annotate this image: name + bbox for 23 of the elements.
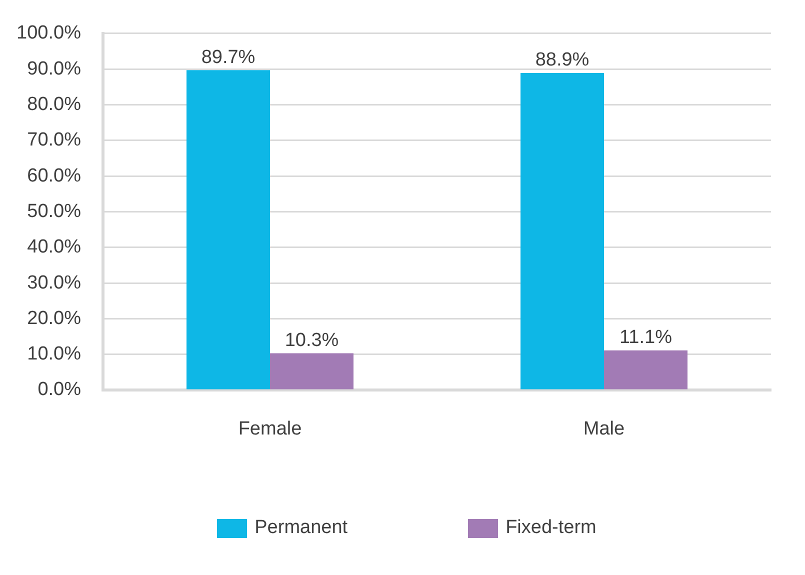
y-tick-label: 50.0% xyxy=(27,200,82,222)
legend-label: Permanent xyxy=(254,517,348,538)
bar xyxy=(270,353,354,390)
y-tick-label: 70.0% xyxy=(27,130,82,151)
y-tick-label: 90.0% xyxy=(27,58,82,80)
y-tick-label: 10.0% xyxy=(27,344,82,365)
y-tick-label: 0.0% xyxy=(38,379,82,400)
y-tick-label: 20.0% xyxy=(27,308,82,329)
y-tick-label: 60.0% xyxy=(27,165,82,186)
data-label: 89.7% xyxy=(201,46,256,68)
y-tick-label: 40.0% xyxy=(27,236,82,258)
legend-label: Fixed-term xyxy=(506,517,596,538)
bar xyxy=(604,350,688,390)
data-label: 11.1% xyxy=(620,327,672,348)
bar xyxy=(186,70,270,390)
bar xyxy=(520,72,604,390)
y-tick-label: 80.0% xyxy=(27,94,82,115)
y-tick-label: 30.0% xyxy=(27,272,82,294)
x-tick-label: Female xyxy=(238,418,302,440)
y-tick-label: 100.0% xyxy=(16,22,82,44)
data-label: 88.9% xyxy=(535,50,590,71)
x-tick-label: Male xyxy=(583,418,625,440)
data-label: 10.3% xyxy=(284,330,339,352)
